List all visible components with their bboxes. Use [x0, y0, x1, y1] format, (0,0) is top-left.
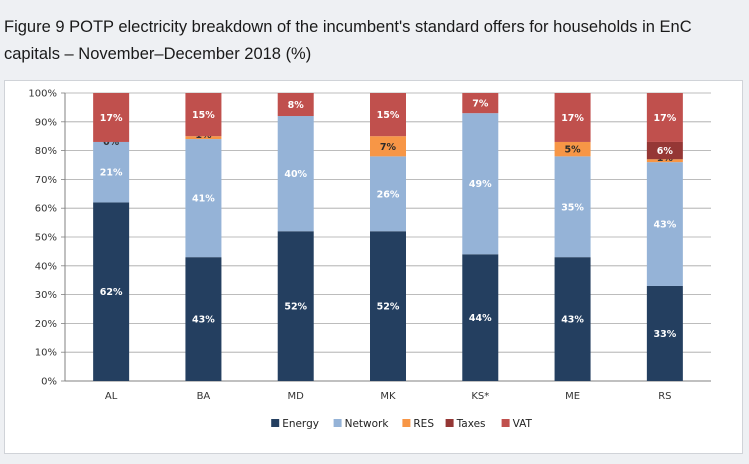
x-category-label: RS — [658, 391, 671, 402]
y-tick-label: 50% — [35, 233, 57, 244]
legend-label-taxes: Taxes — [456, 418, 486, 430]
y-tick-label: 20% — [35, 319, 57, 330]
data-label: 40% — [284, 169, 307, 180]
data-label: 7% — [380, 142, 397, 153]
data-label: 41% — [192, 194, 215, 205]
figure-caption: Figure 9 POTP electricity breakdown of t… — [4, 18, 692, 63]
bar-segment-vat — [185, 93, 222, 137]
legend-label-res: RES — [413, 418, 434, 430]
data-label: 43% — [653, 220, 676, 231]
data-label: 43% — [192, 315, 215, 326]
y-tick-label: 40% — [35, 261, 57, 272]
bar-segment-network — [277, 116, 314, 232]
bar-segment-energy — [462, 254, 499, 381]
bar-segment-vat — [93, 93, 130, 142]
data-label: 21% — [100, 168, 123, 179]
bar-segment-taxes — [646, 141, 683, 160]
y-tick-label: 0% — [41, 377, 57, 388]
data-label: 49% — [469, 179, 492, 190]
data-label: 35% — [561, 202, 584, 213]
bar-segment-res — [370, 136, 406, 157]
y-tick-label: 10% — [35, 348, 57, 359]
bar-segment-energy — [646, 285, 683, 381]
bar-segment-res — [554, 141, 591, 157]
x-category-label: AL — [105, 391, 118, 402]
bar-segment-energy — [554, 257, 591, 381]
stacked-bar-chart: 0% 10% 20% 30% 40% 50% 60% 70% 80% 90% 100% 62% 21% 0… — [28, 89, 711, 430]
x-category-label: BA — [197, 391, 211, 402]
chart-panel: 0% 10% 20% 30% 40% 50% 60% 70% 80% 90% 100% 62% 21% 0… — [4, 80, 743, 454]
bar-segment-network — [93, 141, 130, 203]
data-label: 7% — [472, 99, 489, 110]
y-tick-label: 60% — [35, 204, 57, 215]
data-label: 44% — [469, 313, 492, 324]
data-label: 52% — [377, 302, 400, 313]
x-category-label: ME — [565, 391, 580, 402]
data-label: 62% — [100, 287, 123, 298]
legend-swatch-taxes — [445, 419, 454, 427]
legend-swatch-vat — [501, 419, 510, 427]
legend-swatch-network — [333, 419, 342, 427]
bar-segment-network — [646, 162, 683, 286]
bar-segment-res — [185, 136, 222, 140]
data-label: 26% — [377, 189, 400, 200]
bar-segment-vat — [554, 93, 591, 142]
bar-segment-network — [462, 113, 499, 255]
bar-segment-vat — [370, 93, 406, 137]
bar-segment-vat — [277, 93, 314, 117]
bar-segment-network — [370, 156, 406, 232]
data-label: 0% — [103, 137, 120, 148]
data-label: 17% — [653, 113, 676, 124]
x-category-label: MD — [288, 391, 305, 402]
legend-label-vat: VAT — [513, 418, 533, 430]
bar-segment-energy — [370, 231, 406, 381]
legend-swatch-res — [402, 419, 411, 427]
data-label: 8% — [288, 100, 305, 111]
bar-segment-vat — [462, 93, 499, 114]
y-tick-label: 100% — [28, 89, 57, 100]
y-tick-label: 80% — [35, 146, 57, 157]
y-tick-label: 30% — [35, 290, 57, 301]
legend-swatch-energy — [271, 419, 280, 427]
data-label: 17% — [100, 113, 123, 124]
data-label: 5% — [565, 145, 582, 156]
x-category-label: MK — [380, 391, 396, 402]
data-label: 43% — [561, 315, 584, 326]
x-category-label: KS* — [471, 391, 489, 402]
bar-segment-energy — [185, 257, 222, 381]
data-label: 6% — [657, 146, 674, 157]
data-label: 15% — [377, 110, 400, 121]
data-label: 33% — [653, 329, 676, 340]
legend-label-energy: Energy — [282, 418, 319, 430]
bar-segment-res — [646, 159, 683, 163]
data-label: 15% — [192, 110, 215, 121]
bar-segment-network — [185, 139, 222, 258]
data-label: 17% — [561, 113, 584, 124]
data-label: 52% — [284, 302, 307, 313]
bar-segment-energy — [277, 231, 314, 381]
y-tick-label: 90% — [35, 117, 57, 128]
legend-label-network: Network — [345, 418, 390, 430]
bar-segment-energy — [93, 202, 130, 381]
y-tick-label: 70% — [35, 175, 57, 186]
bar-segment-network — [554, 156, 591, 258]
bar-segment-vat — [646, 93, 683, 142]
